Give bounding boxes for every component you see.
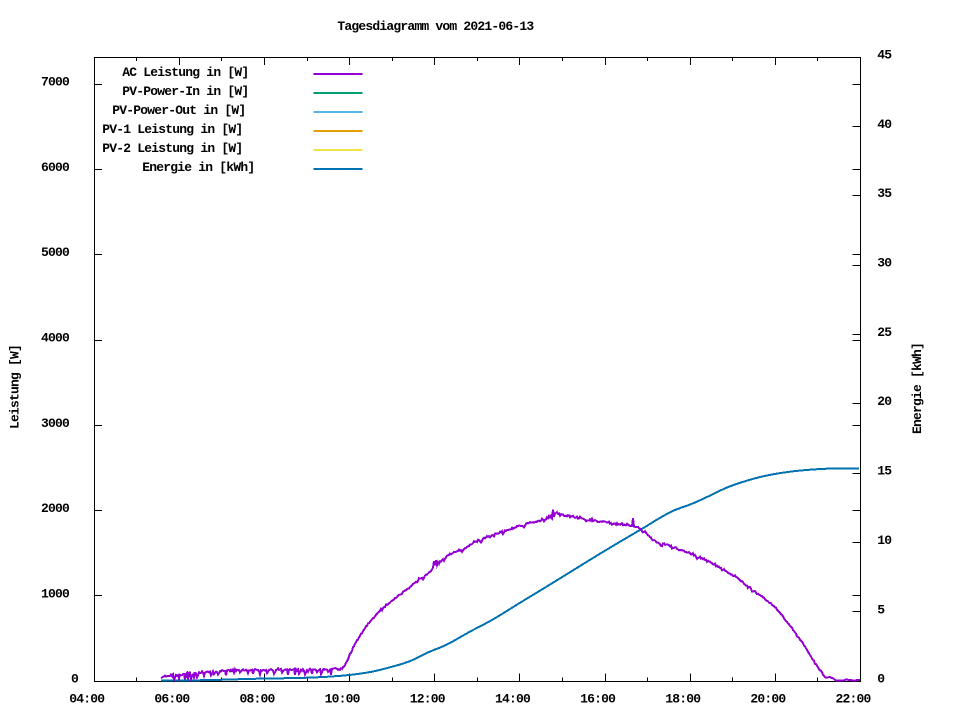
svg-text:45: 45 xyxy=(877,47,892,62)
svg-text:10: 10 xyxy=(877,533,892,548)
svg-text:04:00: 04:00 xyxy=(69,691,105,706)
svg-text:08:00: 08:00 xyxy=(240,691,276,706)
svg-text:0: 0 xyxy=(71,672,79,687)
svg-text:PV-Power-In in [W]: PV-Power-In in [W] xyxy=(122,84,248,99)
svg-text:Tagesdiagramm vom 2021-06-13: Tagesdiagramm vom 2021-06-13 xyxy=(337,19,534,34)
svg-text:1000: 1000 xyxy=(41,586,70,601)
svg-text:3000: 3000 xyxy=(41,416,70,431)
svg-text:7000: 7000 xyxy=(41,75,70,90)
svg-text:20:00: 20:00 xyxy=(750,691,786,706)
svg-text:35: 35 xyxy=(877,186,892,201)
svg-text:PV-1 Leistung in [W]: PV-1 Leistung in [W] xyxy=(102,122,242,137)
svg-text:Leistung [W]: Leistung [W] xyxy=(8,345,23,429)
svg-text:20: 20 xyxy=(877,394,892,409)
svg-text:AC Leistung in [W]: AC Leistung in [W] xyxy=(122,65,248,80)
svg-text:Energie [kWh]: Energie [kWh] xyxy=(910,343,925,434)
svg-text:25: 25 xyxy=(877,325,892,340)
svg-text:5000: 5000 xyxy=(41,245,70,260)
svg-text:PV-Power-Out in [W]: PV-Power-Out in [W] xyxy=(112,103,245,118)
svg-text:4000: 4000 xyxy=(41,331,70,346)
svg-text:12:00: 12:00 xyxy=(410,691,446,706)
svg-text:30: 30 xyxy=(877,255,892,270)
svg-text:5: 5 xyxy=(877,602,885,617)
svg-text:40: 40 xyxy=(877,117,892,132)
svg-text:18:00: 18:00 xyxy=(665,691,701,706)
svg-text:2000: 2000 xyxy=(41,501,70,516)
svg-text:10:00: 10:00 xyxy=(325,691,361,706)
svg-text:6000: 6000 xyxy=(41,160,70,175)
svg-text:06:00: 06:00 xyxy=(154,691,190,706)
svg-text:0: 0 xyxy=(877,672,885,687)
svg-text:22:00: 22:00 xyxy=(836,691,872,706)
svg-text:15: 15 xyxy=(877,464,892,479)
svg-text:14:00: 14:00 xyxy=(495,691,531,706)
svg-text:16:00: 16:00 xyxy=(580,691,616,706)
svg-text:PV-2 Leistung in [W]: PV-2 Leistung in [W] xyxy=(102,141,242,156)
svg-text:Energie in [kWh]: Energie in [kWh] xyxy=(142,160,254,175)
